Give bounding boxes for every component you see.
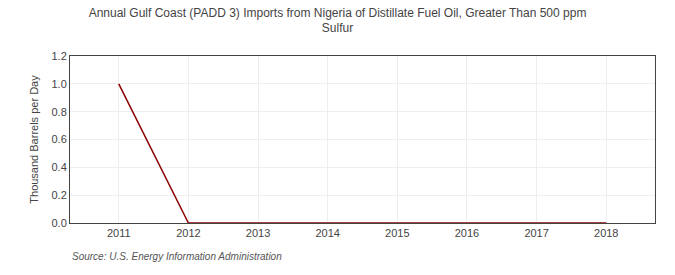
svg-text:0.4: 0.4: [52, 161, 67, 173]
svg-text:0.0: 0.0: [52, 217, 67, 229]
svg-text:2015: 2015: [385, 227, 409, 239]
svg-text:2014: 2014: [315, 227, 339, 239]
svg-text:1.0: 1.0: [52, 78, 67, 90]
svg-text:Source: U.S. Energy Informatio: Source: U.S. Energy Information Administ…: [72, 251, 282, 262]
svg-text:2011: 2011: [107, 227, 131, 239]
svg-text:0.2: 0.2: [52, 189, 67, 201]
svg-text:2013: 2013: [246, 227, 270, 239]
svg-text:1.2: 1.2: [52, 50, 67, 62]
svg-text:Thousand Barrels per Day: Thousand Barrels per Day: [28, 75, 40, 204]
svg-text:0.8: 0.8: [52, 106, 67, 118]
svg-text:2016: 2016: [455, 227, 479, 239]
svg-text:2018: 2018: [594, 227, 618, 239]
svg-text:2012: 2012: [176, 227, 200, 239]
svg-text:Annual Gulf Coast (PADD 3) Imp: Annual Gulf Coast (PADD 3) Imports from …: [89, 6, 587, 36]
svg-text:2017: 2017: [524, 227, 548, 239]
svg-text:0.6: 0.6: [52, 133, 67, 145]
